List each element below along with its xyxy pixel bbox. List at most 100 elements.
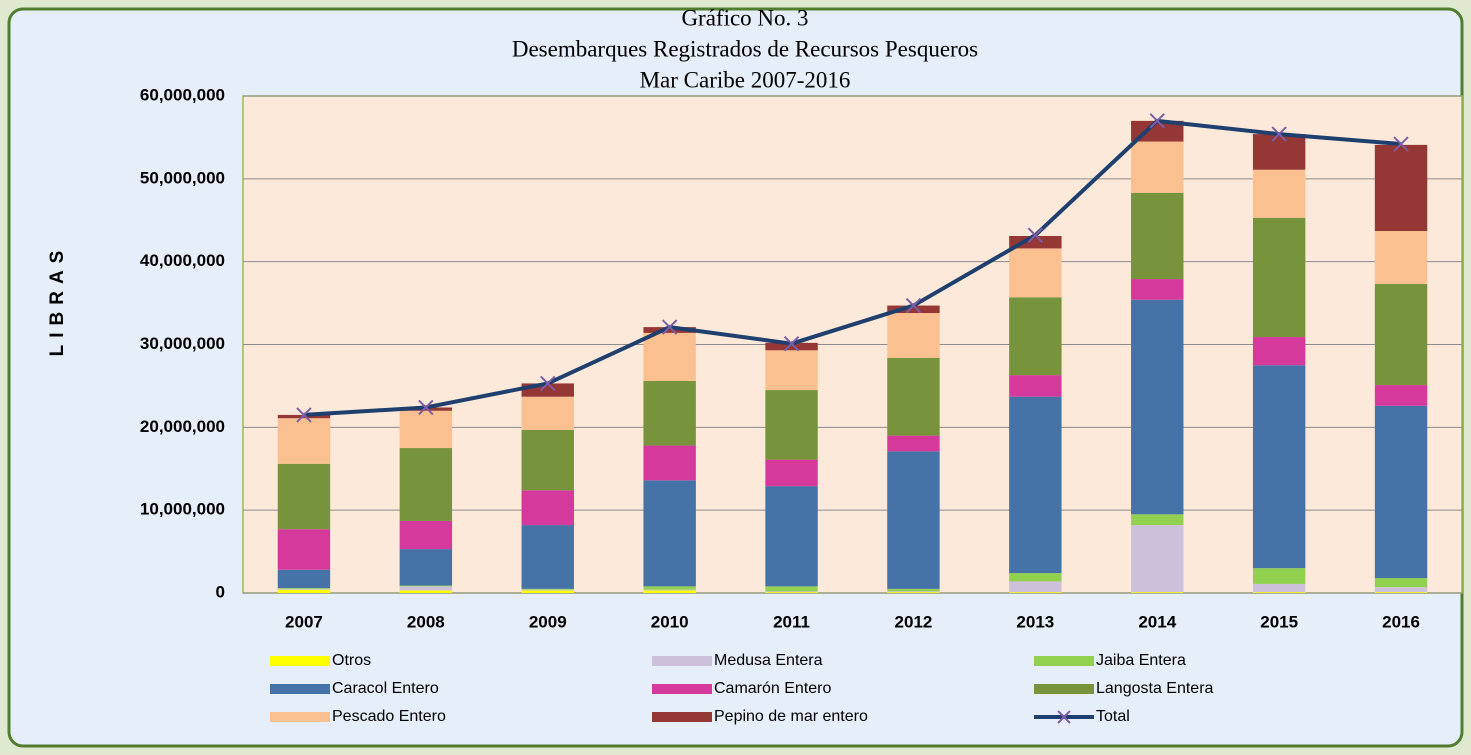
bar-segment — [1009, 396, 1062, 574]
legend-swatch — [652, 712, 712, 722]
bar-segment — [521, 429, 574, 491]
bar-segment — [521, 525, 574, 589]
y-tick-label: 30,000,000 — [140, 334, 225, 353]
bar-segment — [277, 588, 331, 590]
bar-segment — [1374, 231, 1428, 285]
bar-segment — [521, 589, 574, 591]
legend-swatch — [270, 684, 330, 694]
bar-segment — [643, 480, 696, 587]
bar-segment — [399, 448, 453, 521]
x-tick-label: 2016 — [1382, 612, 1420, 631]
bar-segment — [643, 380, 696, 446]
bar-segment — [277, 414, 331, 419]
legend-swatch — [270, 712, 330, 722]
bar-segment — [643, 589, 696, 591]
bar-segment — [1252, 337, 1306, 366]
bar-segment — [1009, 297, 1062, 376]
line-marker — [661, 319, 678, 335]
bar-segment — [521, 590, 574, 593]
bar-segment — [887, 313, 940, 358]
legend-swatch — [1034, 684, 1094, 694]
x-tick-label: 2010 — [651, 612, 689, 631]
bar-segment — [399, 586, 453, 591]
legend-swatch — [652, 684, 712, 694]
x-tick-label: 2007 — [285, 612, 323, 631]
line-marker — [905, 297, 922, 314]
bar-segment — [277, 569, 331, 589]
bar-segment — [1374, 385, 1428, 406]
bar-segment — [765, 591, 818, 593]
bar-segment — [1131, 141, 1184, 193]
bar-segment — [1009, 573, 1062, 582]
bar-segment — [1252, 169, 1306, 218]
bar-segment — [277, 588, 331, 589]
bar-segment — [277, 589, 331, 593]
y-axis-label: LIBRAS — [47, 244, 68, 357]
bar-segment — [1009, 592, 1062, 593]
bar-segment — [521, 490, 574, 526]
chart-title: Gráfico No. 3 — [681, 5, 808, 30]
bar-segment — [1131, 192, 1184, 280]
bar-segment — [887, 451, 940, 589]
legend-label: Otros — [332, 652, 371, 669]
bar-segment — [1131, 299, 1184, 515]
x-tick-label: 2014 — [1138, 612, 1176, 631]
legend-label: Total — [1096, 708, 1130, 725]
bar-segment — [399, 590, 453, 593]
bar-segment — [277, 463, 331, 530]
bar-segment — [887, 435, 940, 452]
bar-segment — [1252, 217, 1306, 338]
bar-segment — [887, 305, 940, 314]
legend-label: Camarón Entero — [714, 680, 831, 697]
bar-segment — [765, 342, 818, 351]
chart-title: Mar Caribe 2007-2016 — [640, 67, 851, 92]
bar-segment — [1374, 592, 1428, 593]
legend-label: Pepino de mar entero — [714, 708, 868, 725]
line-marker — [418, 399, 434, 416]
y-tick-label: 60,000,000 — [140, 85, 225, 104]
bar-segment — [765, 350, 818, 391]
line-marker — [1027, 227, 1044, 243]
bar-segment — [521, 396, 574, 430]
line — [303, 118, 1402, 417]
y-tick-label: 0 — [216, 582, 225, 601]
legend-swatch — [270, 656, 330, 666]
bar-segment — [643, 332, 696, 381]
line-marker — [783, 335, 800, 352]
bar-segment — [765, 459, 818, 487]
y-tick-label: 10,000,000 — [140, 500, 225, 519]
legend-label: Langosta Entera — [1096, 680, 1214, 697]
bar-segment — [1374, 405, 1428, 579]
line-marker — [1149, 113, 1165, 129]
bar-segment — [765, 592, 818, 593]
bar-segment — [887, 357, 940, 436]
bar-segment — [1252, 365, 1306, 569]
bar-segment — [1252, 592, 1306, 593]
bar-segment — [1009, 375, 1062, 397]
bar-segment — [765, 390, 818, 460]
bar-segment — [765, 586, 818, 592]
chart-title: Desembarques Registrados de Recursos Pes… — [512, 36, 978, 61]
bar-segment — [1252, 583, 1306, 593]
bar-segment — [1131, 120, 1184, 142]
legend-label: Caracol Entero — [332, 680, 439, 697]
bar-segment — [887, 591, 940, 593]
x-tick-label: 2008 — [407, 612, 445, 631]
bar-segment — [399, 549, 453, 586]
bar-segment — [1374, 284, 1428, 386]
line-marker — [296, 407, 312, 423]
bar-segment — [643, 586, 696, 590]
x-tick-label: 2015 — [1260, 612, 1298, 631]
x-tick-label: 2011 — [773, 612, 810, 631]
bar-segment — [1252, 568, 1306, 584]
bar-segment — [1009, 235, 1062, 249]
bar-segment — [1009, 581, 1062, 593]
bar-segment — [643, 445, 696, 481]
x-tick-label: 2009 — [529, 612, 567, 631]
bar-segment — [1009, 248, 1062, 298]
bar-segment — [1374, 587, 1428, 593]
bar-segment — [1131, 514, 1184, 526]
bar-segment — [277, 418, 331, 464]
bar-segment — [1374, 144, 1428, 232]
bar-segment — [399, 410, 453, 449]
